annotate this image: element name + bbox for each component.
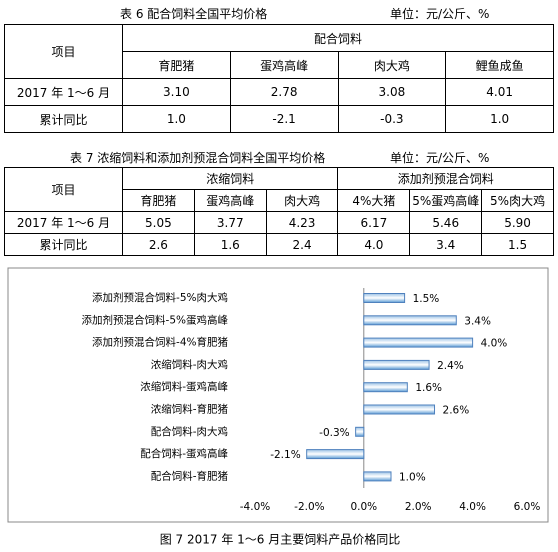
category-label: 配合饲料-肉大鸡 [151, 425, 228, 438]
cell: -0.3 [337, 105, 447, 133]
cell: 4.0 [337, 233, 411, 256]
column-header: 蛋鸡高峰 [229, 51, 339, 79]
bar [363, 293, 406, 303]
table-caption: 表 7 浓缩饲料和添加剂预混合饲料全国平均价格 [70, 151, 326, 165]
row-label: 累计同比 [4, 233, 123, 256]
table-row: 累计同比 1.0 -2.1 -0.3 1.0 [4, 105, 554, 133]
cell: 3.4 [409, 233, 483, 256]
table-unit: 单位：元/公斤、% [390, 151, 490, 165]
bar [363, 315, 457, 326]
value-label: 3.4% [464, 315, 491, 327]
value-label: 1.0% [399, 471, 426, 483]
category-label: 配合饲料-蛋鸡高峰 [140, 447, 228, 460]
cell: 5.90 [481, 211, 554, 234]
column-header: 肉大鸡 [337, 51, 447, 79]
cell: 2.4 [265, 233, 339, 256]
value-label: 1.5% [413, 293, 440, 305]
bar [363, 359, 430, 370]
cell: 1.0 [445, 105, 554, 133]
column-header: 育肥猪 [122, 189, 195, 212]
column-header: 鲤鱼成鱼 [445, 51, 554, 79]
table-row: 2017 年 1～6 月 3.10 2.78 3.08 4.01 [4, 78, 554, 106]
row-label: 2017 年 1～6 月 [4, 211, 123, 234]
group-header: 添加剂预混合饲料 [337, 167, 554, 190]
chart-frame [7, 267, 549, 523]
cell: 1.0 [122, 105, 231, 133]
x-tick-label: -4.0% [240, 501, 270, 513]
cell: 3.10 [122, 78, 231, 106]
table-row: 育肥猪 蛋鸡高峰 肉大鸡 鲤鱼成鱼 [5, 51, 554, 79]
value-label: 4.0% [481, 338, 508, 350]
table-caption: 表 6 配合饲料全国平均价格 [120, 7, 268, 21]
bar [355, 426, 365, 437]
value-label: 2.4% [437, 360, 464, 372]
bar [306, 449, 365, 460]
x-tick-label: 4.0% [459, 501, 486, 513]
x-tick-label: 2.0% [405, 501, 432, 513]
bar [363, 404, 436, 415]
row-label: 2017 年 1～6 月 [4, 78, 123, 106]
column-header: 肉大鸡 [265, 189, 339, 212]
category-label: 添加剂预混合饲料-5%蛋鸡高峰 [82, 313, 229, 326]
bar [363, 471, 392, 482]
bar [363, 382, 408, 393]
cell: 1.5 [481, 233, 554, 256]
category-label: 浓缩饲料-肉大鸡 [151, 358, 228, 371]
figure-caption: 图 7 2017 年 1～6 月主要饲料产品价格同比 [160, 532, 401, 547]
header-cell: 项目 [4, 167, 123, 212]
table-row: 2017 年 1～6 月 5.05 3.77 4.23 6.17 5.46 5.90 [4, 211, 554, 234]
x-tick-label: -2.0% [294, 501, 324, 513]
x-tick-label: 6.0% [514, 501, 541, 513]
value-label: 1.6% [415, 382, 442, 394]
cell: 3.08 [337, 78, 447, 106]
value-label: -0.3% [319, 427, 349, 439]
category-label: 浓缩饲料-蛋鸡高峰 [140, 380, 228, 393]
category-label: 添加剂预混合饲料-4%育肥猪 [92, 336, 228, 349]
table-row: 育肥猪 蛋鸡高峰 肉大鸡 4%大猪 5%蛋鸡高峰 5%肉大鸡 [5, 189, 554, 212]
row-label: 累计同比 [4, 105, 123, 133]
x-tick-label: 0.0% [350, 501, 377, 513]
value-label: -2.1% [270, 449, 300, 461]
cell: 2.6 [122, 233, 195, 256]
category-label: 浓缩饲料-育肥猪 [151, 403, 229, 416]
value-label: 2.6% [443, 405, 470, 417]
header-cell: 项目 [4, 24, 123, 79]
category-label: 添加剂预混合饲料-5%肉大鸡 [92, 291, 228, 304]
bar [363, 337, 474, 348]
table: 项目 浓缩饲料 添加剂预混合饲料 育肥猪 蛋鸡高峰 肉大鸡 4%大猪 5%蛋鸡高峰 5%肉大鸡 2… [4, 167, 554, 256]
table-unit: 单位：元/公斤、% [390, 7, 490, 21]
table-row: 累计同比 2.6 1.6 2.4 4.0 3.4 1.5 [4, 233, 554, 256]
cell: 3.77 [193, 211, 267, 234]
cell: -2.1 [229, 105, 339, 133]
table: 项目 配合饲料 育肥猪 蛋鸡高峰 肉大鸡 鲤鱼成鱼 2017 年 1～6 月 3.10 2.78… [4, 24, 554, 133]
category-label: 配合饲料-育肥猪 [151, 469, 229, 482]
cell: 1.6 [193, 233, 267, 256]
